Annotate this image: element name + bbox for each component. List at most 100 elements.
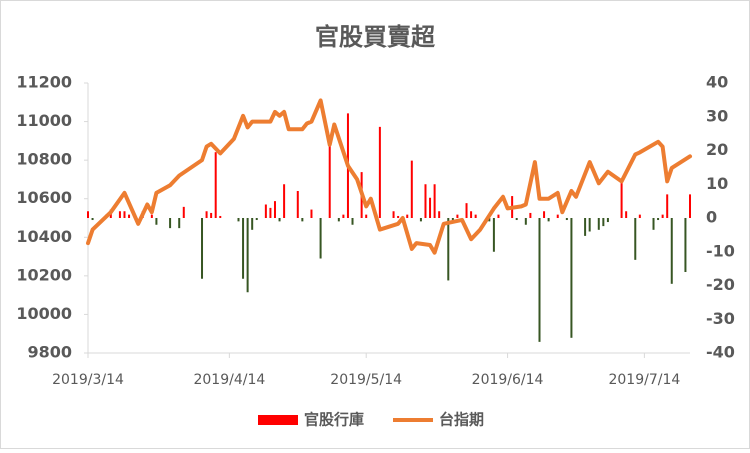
bar [492, 218, 495, 252]
bar [378, 126, 381, 218]
bar [524, 218, 527, 225]
bar [337, 218, 340, 222]
bar [488, 218, 491, 222]
bar [652, 218, 655, 230]
bar [128, 214, 131, 218]
bar [497, 214, 500, 218]
x-tick-label: 2019/7/14 [608, 372, 680, 388]
bar [397, 215, 400, 218]
bar [625, 211, 628, 218]
y-tick-label: 10400 [16, 227, 72, 246]
bar [570, 218, 573, 338]
bar [319, 218, 322, 259]
bar [150, 214, 153, 218]
bar [123, 211, 126, 218]
y2-tick-label: 30 [706, 106, 728, 125]
bar [602, 218, 605, 227]
bar [424, 184, 427, 218]
y-tick-label: 9800 [27, 343, 72, 362]
bar [556, 214, 559, 218]
bar [465, 203, 468, 218]
x-tick-label: 2019/3/14 [52, 372, 124, 388]
y2-tick-label: 40 [706, 73, 728, 92]
bar [638, 214, 641, 218]
bar [597, 218, 600, 230]
bar [661, 214, 664, 218]
bar [406, 214, 409, 218]
bar [447, 218, 450, 281]
bar [278, 218, 281, 222]
y-tick-label: 10800 [16, 150, 72, 169]
bar [365, 214, 368, 218]
bar [620, 180, 623, 218]
bar [182, 206, 185, 218]
y-tick-label: 10200 [16, 265, 72, 284]
bar [470, 211, 473, 218]
y2-tick-label: 0 [706, 208, 717, 227]
bar [118, 211, 121, 218]
bar [264, 204, 267, 218]
bar [588, 218, 591, 232]
bar [565, 218, 568, 221]
bar [205, 211, 208, 218]
x-tick-label: 2019/5/14 [330, 372, 402, 388]
bar [410, 160, 413, 218]
bar [433, 184, 436, 218]
y2-tick-label: -20 [706, 275, 735, 294]
bar [538, 218, 541, 342]
bar [342, 214, 345, 218]
x-tick-label: 2019/4/14 [193, 372, 265, 388]
line [86, 98, 692, 255]
bar [328, 140, 331, 218]
bar [634, 218, 637, 260]
bar [392, 211, 395, 218]
bar [451, 218, 454, 221]
bar [246, 218, 249, 293]
bar [219, 215, 222, 218]
bar [87, 211, 89, 218]
y-tick-label: 10000 [16, 304, 72, 323]
bar [606, 218, 609, 223]
bar [296, 191, 299, 218]
bar [210, 212, 213, 218]
bar [269, 207, 272, 218]
bar [178, 218, 181, 229]
legend-label: 台指期 [439, 411, 484, 429]
y2-tick-label: -40 [706, 343, 735, 362]
bar [201, 218, 204, 279]
bar [301, 218, 304, 222]
y2-tick-label: -10 [706, 241, 735, 260]
bar [670, 218, 673, 284]
bar [584, 218, 587, 236]
bar [351, 218, 354, 225]
y2-tick-label: -30 [706, 309, 735, 328]
bar [529, 212, 532, 218]
bar [684, 218, 687, 272]
bar [515, 218, 518, 221]
chart-title: 官股買賣超 [315, 23, 436, 51]
legend-label: 官股行庫 [304, 411, 364, 429]
bar [214, 152, 217, 218]
bar [474, 214, 477, 218]
bar [91, 218, 94, 221]
bar [543, 211, 546, 218]
legend-swatch [258, 415, 298, 425]
bar [429, 197, 432, 218]
y2-tick-label: 20 [706, 140, 728, 159]
bar [438, 211, 441, 218]
bar [689, 194, 691, 218]
bar [237, 218, 240, 222]
x-tick-label: 2019/6/14 [472, 372, 544, 388]
bar [310, 209, 313, 218]
bar [169, 218, 172, 229]
bar [273, 201, 276, 218]
bar [242, 218, 245, 279]
bar [547, 218, 550, 222]
bar [255, 218, 258, 221]
bar [251, 218, 254, 230]
bar [155, 218, 158, 225]
bar [456, 214, 459, 218]
y-tick-label: 11000 [16, 111, 72, 130]
